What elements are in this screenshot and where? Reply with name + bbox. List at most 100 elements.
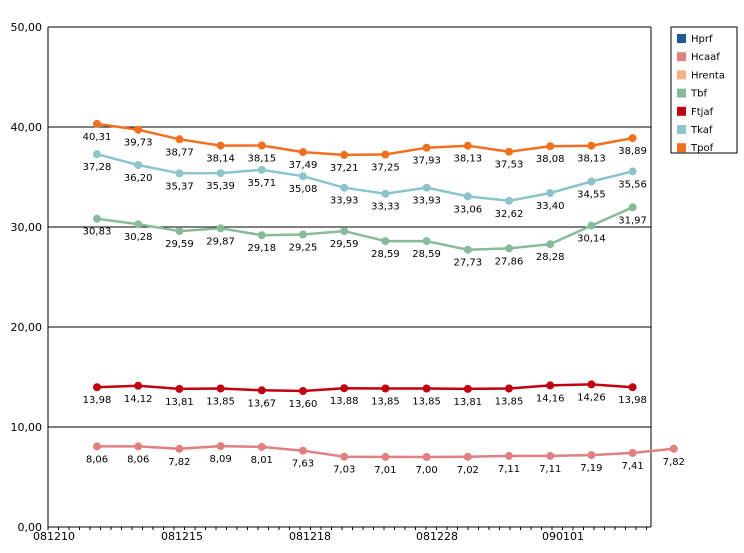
legend-label: Hcaaf bbox=[691, 52, 720, 63]
data-label: 37,53 bbox=[495, 160, 524, 171]
data-point bbox=[175, 444, 184, 453]
x-tick-label: 081218 bbox=[289, 530, 331, 543]
data-label: 8,01 bbox=[251, 455, 273, 466]
data-label: 37,25 bbox=[371, 163, 400, 174]
data-label: 30,28 bbox=[124, 232, 153, 243]
data-label: 14,26 bbox=[577, 392, 606, 403]
data-label: 33,06 bbox=[453, 204, 482, 215]
data-label: 38,14 bbox=[206, 154, 235, 165]
data-point bbox=[257, 386, 266, 395]
data-label: 30,83 bbox=[83, 227, 112, 238]
series-layer: 8,06 8,06 7,82 8,09 8,01 7,63 7,03 7,01 7,00 7,02… bbox=[83, 119, 685, 476]
data-point bbox=[505, 244, 513, 253]
data-label: 32,62 bbox=[495, 209, 524, 220]
data-label: 29,87 bbox=[206, 236, 235, 247]
legend-swatch bbox=[677, 106, 686, 116]
data-point bbox=[93, 383, 101, 392]
y-tick-label: 10,00 bbox=[11, 421, 43, 434]
legend-label: Hrenta bbox=[691, 70, 725, 81]
data-label: 28,28 bbox=[536, 252, 565, 263]
data-label: 29,18 bbox=[247, 243, 276, 254]
data-point bbox=[175, 135, 184, 144]
legend-swatch bbox=[677, 125, 686, 134]
data-label: 39,73 bbox=[124, 138, 153, 149]
data-label: 7,82 bbox=[663, 457, 685, 468]
y-tick-label: 40,00 bbox=[11, 121, 43, 134]
data-label: 27,86 bbox=[495, 256, 524, 267]
data-point bbox=[546, 381, 555, 390]
data-label: 34,55 bbox=[577, 190, 606, 201]
series-line-tkaf bbox=[96, 152, 633, 203]
data-point bbox=[175, 169, 184, 178]
data-label: 36,20 bbox=[124, 173, 153, 184]
data-point bbox=[134, 220, 143, 229]
data-point bbox=[628, 167, 637, 176]
data-point bbox=[340, 452, 349, 461]
data-label: 38,89 bbox=[618, 146, 647, 157]
data-point bbox=[422, 237, 431, 246]
data-point bbox=[505, 451, 513, 460]
y-tick-label: 50,00 bbox=[11, 21, 43, 34]
data-point bbox=[546, 451, 555, 460]
data-label: 35,08 bbox=[289, 184, 318, 195]
data-point bbox=[422, 453, 431, 461]
data-point bbox=[546, 189, 555, 197]
data-point bbox=[257, 141, 266, 150]
data-label: 14,16 bbox=[536, 393, 565, 404]
data-label: 7,11 bbox=[539, 464, 561, 475]
data-label: 28,59 bbox=[412, 249, 441, 260]
data-point bbox=[175, 227, 184, 236]
data-point bbox=[505, 384, 513, 393]
data-label: 38,15 bbox=[247, 154, 276, 165]
data-label: 7,03 bbox=[333, 465, 355, 476]
data-point bbox=[422, 384, 431, 393]
x-tick-label: 081215 bbox=[161, 530, 203, 543]
data-point bbox=[257, 165, 266, 174]
data-point bbox=[505, 147, 513, 156]
data-point bbox=[257, 231, 266, 240]
data-point bbox=[463, 384, 472, 393]
data-point bbox=[134, 125, 143, 134]
data-point bbox=[669, 444, 678, 453]
data-label: 40,31 bbox=[83, 132, 112, 143]
grid-layer bbox=[48, 26, 651, 528]
data-point bbox=[422, 183, 431, 192]
legend-label: Tpof bbox=[690, 143, 714, 154]
data-point bbox=[134, 161, 143, 169]
legend-label: Tkaf bbox=[690, 125, 713, 136]
data-label: 7,82 bbox=[168, 457, 190, 468]
data-label: 33,33 bbox=[371, 202, 400, 213]
data-point bbox=[587, 177, 596, 186]
data-point bbox=[546, 142, 555, 151]
data-label: 35,71 bbox=[247, 178, 276, 189]
series-line-ftjaf bbox=[96, 383, 633, 393]
data-label: 33,40 bbox=[536, 201, 565, 212]
y-tick-label: 30,00 bbox=[11, 221, 43, 234]
legend-swatch bbox=[677, 70, 686, 80]
data-point bbox=[340, 227, 349, 236]
data-point bbox=[463, 452, 472, 461]
data-label: 7,01 bbox=[374, 465, 396, 476]
data-label: 13,85 bbox=[206, 397, 235, 408]
data-point bbox=[340, 384, 349, 393]
data-point bbox=[628, 448, 637, 457]
data-point bbox=[381, 452, 390, 461]
data-point bbox=[216, 169, 225, 178]
data-label: 8,09 bbox=[209, 454, 231, 465]
data-label: 13,81 bbox=[453, 397, 482, 408]
legend-label: Tbf bbox=[690, 89, 707, 100]
series-line-tbf bbox=[96, 206, 634, 251]
data-label: 7,02 bbox=[457, 465, 479, 476]
x-tick-label: 081210 bbox=[33, 530, 75, 543]
data-point bbox=[93, 214, 101, 223]
data-point bbox=[93, 119, 101, 128]
data-label: 8,06 bbox=[86, 454, 108, 465]
data-label: 13,81 bbox=[165, 397, 194, 408]
data-label: 35,37 bbox=[165, 181, 194, 192]
data-label: 13,98 bbox=[618, 395, 647, 406]
data-label: 30,14 bbox=[577, 234, 606, 245]
x-tick-label: 090101 bbox=[542, 530, 584, 543]
data-label: 29,59 bbox=[330, 239, 359, 250]
axis-layer: 0,00 10,00 20,00 30,00 40,00 50,00 081210 08121… bbox=[11, 21, 652, 543]
